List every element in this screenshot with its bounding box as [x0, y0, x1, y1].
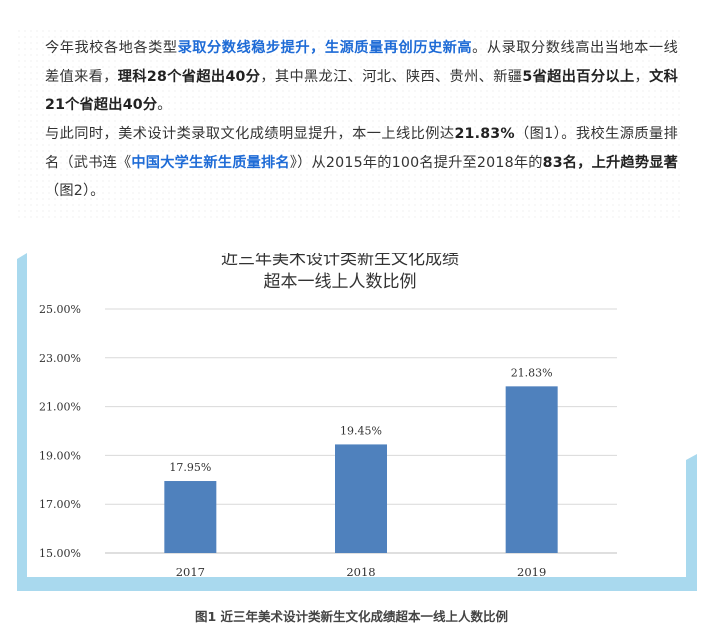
bar-chart: 近三年美术设计类新生文化成绩 超本一线上人数比例 15.00% 17.00% 19.… — [17, 253, 697, 591]
chart-figure: 近三年美术设计类新生文化成绩 超本一线上人数比例 15.00% 17.00% 19.… — [17, 253, 697, 591]
text-segment: （图2）。 — [45, 183, 105, 199]
article-text: 今年我校各地各类型录取分数线稳步提升，生源质量再创历史新高。从录取分数线高出当地… — [16, 28, 682, 218]
y-tick-label: 17.00% — [39, 498, 81, 511]
bold-text: 文科21个省超出40分 — [45, 68, 679, 114]
figure-caption: 图1 近三年美术设计类新生文化成绩超本一线上人数比例 — [194, 609, 509, 624]
text-segment: ， — [634, 68, 650, 85]
x-tick-label: 2019 — [517, 565, 546, 579]
data-labels: 17.95% 19.45% 21.83% — [169, 366, 552, 474]
x-tick-label: 2018 — [346, 565, 375, 579]
text-segment: 》）从2015年的100名提升至2018年的 — [289, 154, 543, 171]
text-segment: （图1）。我校生源质量排名（武书连《 — [45, 126, 679, 171]
bar-2018 — [335, 444, 387, 553]
bold-text: 21.83% — [454, 126, 515, 142]
y-tick-label: 23.00% — [39, 352, 81, 365]
chart-title-line2: 超本一线上人数比例 — [264, 272, 417, 292]
text-segment: ，其中黑龙江、河北、陕西、贵州、新疆 — [260, 68, 523, 85]
y-tick-label: 19.00% — [39, 449, 81, 462]
paragraph-admission-scores: 今年我校各地各类型录取分数线稳步提升，生源质量再创历史新高。从录取分数线高出当地… — [45, 34, 678, 120]
data-label: 17.95% — [169, 461, 211, 474]
text-segment: 与此同时，美术设计类录取文化成绩明显提升，本一上线比例达 — [45, 126, 455, 142]
text-segment: 今年我校各地各类型 — [45, 40, 178, 56]
highlight-text: 中国大学生新生质量排名 — [131, 154, 290, 171]
y-tick-label: 15.00% — [39, 547, 81, 560]
y-tick-label: 21.00% — [39, 401, 81, 414]
paragraph-art-design: 与此同时，美术设计类录取文化成绩明显提升，本一上线比例达21.83%（图1）。我… — [45, 120, 678, 206]
bold-text: 83名，上升趋势显著 — [542, 154, 679, 171]
chart-title-line1: 近三年美术设计类新生文化成绩 — [221, 253, 459, 269]
frame-accent-bottom — [17, 577, 697, 591]
y-axis-ticks: 15.00% 17.00% 19.00% 21.00% 23.00% 25.00% — [39, 303, 81, 560]
x-tick-label: 2017 — [176, 565, 205, 579]
data-label: 19.45% — [340, 424, 382, 437]
frame-accent-left — [17, 253, 27, 591]
x-axis-ticks: 2017 2018 2019 — [176, 565, 547, 579]
frame-accent-right — [686, 454, 697, 591]
bars — [164, 386, 558, 553]
bold-text: 5省超出百分以上 — [522, 68, 635, 85]
y-tick-label: 25.00% — [39, 303, 81, 316]
text-segment: 。从录取分数线高出当地本一线差值来看， — [45, 40, 678, 85]
data-label: 21.83% — [511, 366, 553, 379]
highlight-text: 录取分数线稳步提升，生源质量再创历史新高 — [177, 40, 473, 56]
bar-2019 — [505, 386, 558, 553]
bar-2017 — [164, 481, 217, 553]
bold-text: 理科28个省超出40分 — [117, 68, 261, 85]
text-segment: 。 — [157, 97, 172, 113]
